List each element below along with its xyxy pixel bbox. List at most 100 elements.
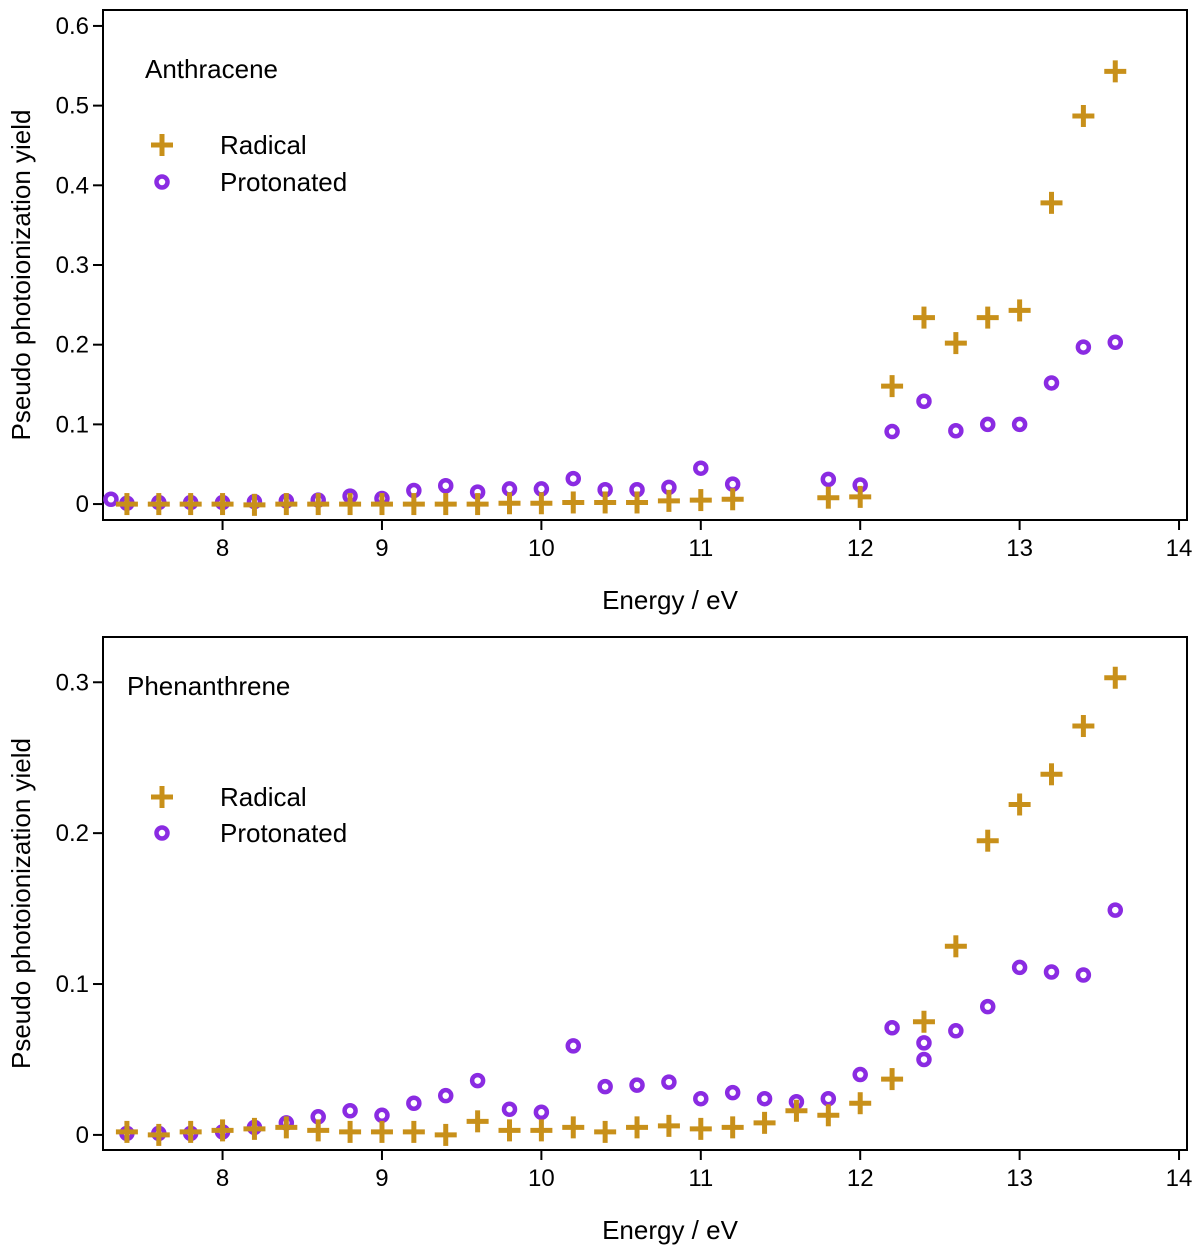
point-radical xyxy=(370,493,393,516)
point-protonated xyxy=(693,1090,709,1107)
point-radical xyxy=(434,493,457,516)
series-radical xyxy=(115,60,1127,516)
point-protonated xyxy=(374,1107,390,1124)
y-tick-label: 0.2 xyxy=(56,820,89,847)
y-tick-label: 0.5 xyxy=(56,93,89,120)
x-tick-label: 12 xyxy=(847,1165,874,1192)
point-protonated xyxy=(342,1103,358,1119)
point-radical xyxy=(976,306,999,329)
point-radical xyxy=(147,493,170,516)
point-radical xyxy=(912,306,935,329)
point-protonated xyxy=(437,1087,454,1104)
legend-marker-radical xyxy=(151,134,173,156)
point-radical xyxy=(817,486,840,509)
y-tick-label: 0 xyxy=(76,491,89,518)
point-protonated xyxy=(1011,959,1028,976)
legend-marker-protonated xyxy=(154,825,170,841)
point-radical xyxy=(881,1068,904,1091)
point-radical xyxy=(1008,299,1031,322)
y-axis-title: Pseudo photoionization yield xyxy=(6,109,36,440)
point-radical xyxy=(1072,104,1095,127)
point-protonated xyxy=(1075,967,1092,983)
y-tick-label: 0.6 xyxy=(56,13,89,40)
point-protonated xyxy=(948,423,964,439)
point-protonated xyxy=(501,1101,518,1118)
point-radical xyxy=(1104,60,1127,83)
point-protonated xyxy=(1075,339,1092,355)
point-radical xyxy=(594,491,617,514)
point-radical xyxy=(115,1120,138,1143)
point-protonated xyxy=(916,1051,932,1068)
point-radical xyxy=(370,1120,393,1143)
x-tick-label: 10 xyxy=(528,535,555,562)
legend-label-radical: Radical xyxy=(220,130,307,160)
x-tick-label: 8 xyxy=(216,1165,229,1192)
legend-marker-protonated xyxy=(154,174,170,190)
point-radical xyxy=(1008,793,1031,816)
point-radical xyxy=(339,493,362,516)
point-protonated xyxy=(916,393,932,410)
point-radical xyxy=(944,935,967,958)
point-protonated xyxy=(103,491,119,508)
point-radical xyxy=(275,1116,298,1139)
point-radical xyxy=(402,1120,425,1143)
plot-frame xyxy=(102,636,1188,1151)
point-radical xyxy=(530,1119,553,1142)
legend-label-protonated: Protonated xyxy=(220,818,347,848)
point-protonated xyxy=(852,1066,868,1083)
point-radical xyxy=(721,1116,744,1139)
point-radical xyxy=(944,332,967,355)
point-radical xyxy=(147,1123,170,1146)
y-tick-label: 0.1 xyxy=(56,411,89,438)
point-protonated xyxy=(820,471,837,488)
point-radical xyxy=(179,493,202,516)
y-tick-label: 0.1 xyxy=(56,971,89,998)
point-radical xyxy=(243,493,266,516)
series-radical xyxy=(115,666,1127,1146)
y-axis-title: Pseudo photoionization yield xyxy=(6,738,36,1069)
point-radical xyxy=(562,1116,585,1139)
point-protonated xyxy=(1107,902,1124,918)
point-radical xyxy=(817,1104,840,1127)
panel-title: Phenanthrene xyxy=(127,671,290,701)
point-protonated xyxy=(884,1020,900,1036)
point-radical xyxy=(849,485,872,508)
x-tick-label: 11 xyxy=(688,535,713,562)
point-radical xyxy=(530,492,553,515)
point-radical xyxy=(562,491,585,514)
point-protonated xyxy=(916,1035,932,1051)
point-radical xyxy=(753,1111,776,1134)
point-radical xyxy=(785,1099,808,1122)
y-tick-label: 0.2 xyxy=(56,332,89,359)
point-protonated xyxy=(820,1090,837,1107)
point-radical xyxy=(307,493,330,516)
point-radical xyxy=(434,1123,457,1146)
point-protonated xyxy=(724,476,741,492)
point-radical xyxy=(594,1120,617,1143)
x-tick-label: 14 xyxy=(1166,535,1193,562)
point-protonated xyxy=(469,1072,486,1089)
point-protonated xyxy=(565,470,582,487)
point-radical xyxy=(179,1120,202,1143)
point-radical xyxy=(498,492,521,515)
panel-0: 8 9 10 11 12 13 14 0 0.1 0.2 0.3 0.4 0.5 0.6 Energy / … xyxy=(6,9,1193,615)
x-tick-label: 12 xyxy=(847,535,874,562)
panel-1: 8 9 10 11 12 13 14 0 0.1 0.2 0.3 Energy / eV Pseudo … xyxy=(6,636,1192,1245)
point-protonated xyxy=(979,416,996,433)
point-protonated xyxy=(756,1090,773,1107)
x-tick-label: 10 xyxy=(528,1165,555,1192)
point-radical xyxy=(498,1119,521,1142)
point-radical xyxy=(275,493,298,516)
legend: Radical Protonated xyxy=(151,130,347,197)
point-radical xyxy=(626,1116,649,1139)
point-radical xyxy=(626,491,649,514)
point-protonated xyxy=(597,1078,613,1095)
y-tick-label: 0.3 xyxy=(56,669,89,696)
point-protonated xyxy=(437,477,454,494)
panel-title: Anthracene xyxy=(145,54,278,84)
point-radical xyxy=(339,1120,362,1143)
x-axis-title: Energy / eV xyxy=(602,1215,739,1245)
point-radical xyxy=(466,493,489,516)
